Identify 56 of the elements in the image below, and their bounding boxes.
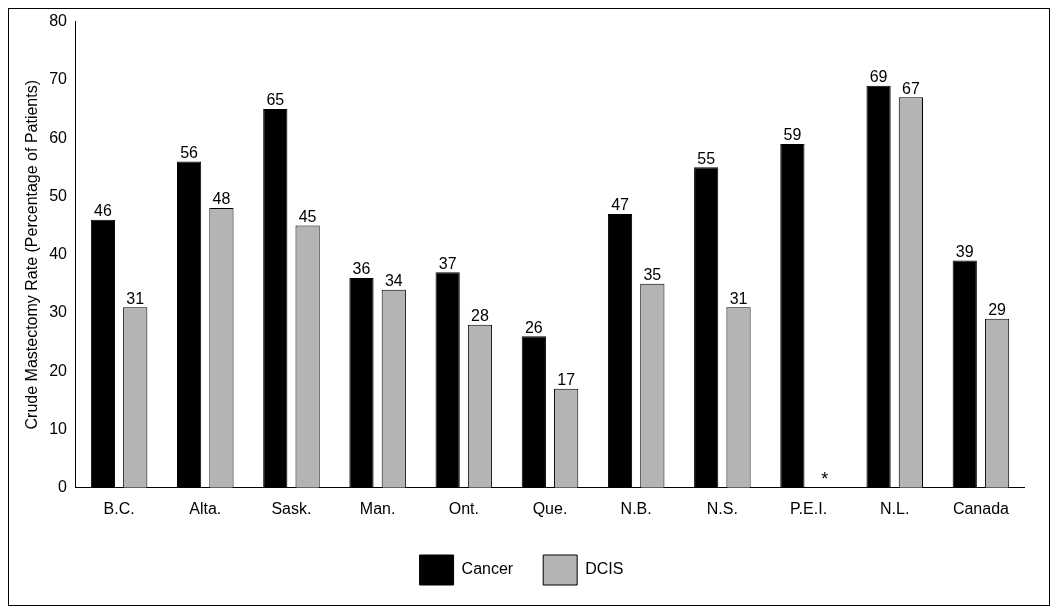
bar	[521, 336, 546, 488]
x-tick-label: Ont.	[448, 499, 479, 517]
data-label: 59	[783, 126, 802, 144]
data-label: 45	[298, 207, 317, 225]
bar	[349, 278, 374, 488]
y-tick-label: 20	[49, 361, 68, 379]
y-axis-title: Crude Mastectomy Rate (Percentage of Patients)	[23, 79, 41, 430]
x-tick-label: N.L.	[880, 499, 910, 517]
data-label: 37	[438, 254, 457, 272]
legend-label: DCIS	[585, 560, 624, 578]
bar	[866, 85, 891, 488]
data-label: 36	[352, 260, 371, 278]
bar	[263, 109, 288, 488]
data-label: 26	[524, 318, 543, 336]
data-label: 56	[180, 143, 199, 161]
bar	[435, 272, 460, 488]
bar	[952, 260, 977, 488]
x-tick-label: Alta.	[189, 499, 222, 517]
y-tick-label: 50	[49, 186, 68, 204]
x-tick-label: P.E.I.	[790, 499, 828, 517]
x-tick-label: Sask.	[271, 499, 312, 517]
y-tick-label: 30	[49, 303, 68, 321]
x-tick-label: N.B.	[620, 499, 652, 517]
y-tick-label: 80	[49, 12, 68, 30]
data-label: 69	[869, 68, 888, 86]
bar	[176, 161, 202, 488]
bar	[780, 143, 805, 488]
data-label: 46	[94, 202, 112, 220]
data-label: 31	[729, 289, 748, 307]
x-tick-label: Que.	[532, 499, 568, 517]
y-tick-label: 70	[49, 70, 68, 88]
data-label: 34	[384, 272, 403, 290]
y-tick-label: 40	[49, 245, 68, 263]
annotation: *	[821, 468, 829, 489]
data-label: 48	[212, 190, 231, 208]
data-label: 65	[266, 91, 285, 109]
data-label: 35	[643, 266, 662, 284]
y-tick-label: 60	[49, 128, 68, 146]
data-label: 29	[988, 301, 1007, 319]
x-tick-label: B.C.	[103, 499, 135, 517]
legend-label: Cancer	[461, 560, 514, 578]
data-label: 28	[471, 307, 489, 325]
x-tick-label: Man.	[359, 499, 396, 517]
bar	[90, 219, 116, 488]
x-tick-label: N.S.	[706, 499, 738, 517]
data-label: 31	[126, 289, 145, 307]
y-tick-label: 0	[58, 478, 68, 496]
bar	[694, 167, 719, 488]
bar	[607, 213, 633, 488]
data-label: 39	[955, 242, 974, 260]
x-tick-label: Canada	[952, 499, 1010, 517]
y-tick-label: 10	[49, 419, 68, 437]
data-label: 17	[557, 371, 576, 389]
data-label: 55	[697, 149, 716, 167]
data-label: 47	[611, 196, 630, 214]
data-label: 67	[901, 79, 920, 97]
